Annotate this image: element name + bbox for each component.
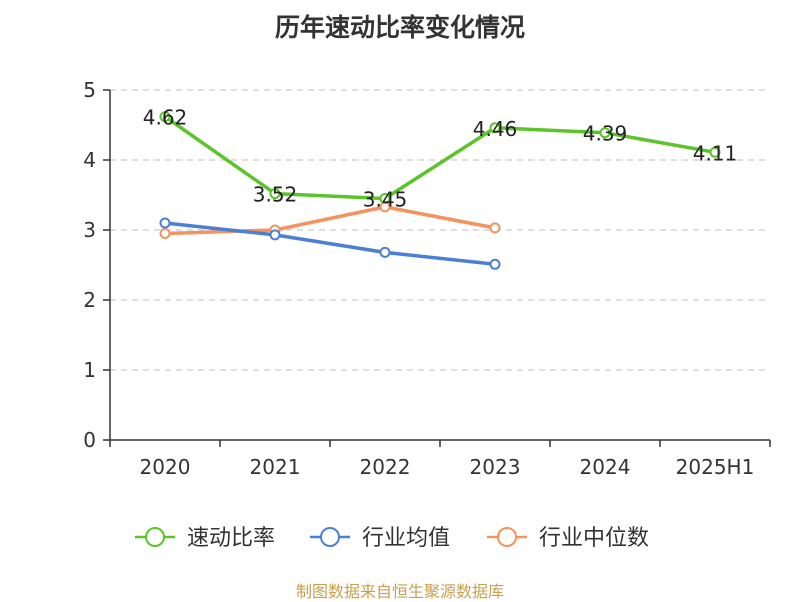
data-label: 4.11 (693, 141, 738, 165)
series-line-0 (163, 115, 716, 201)
x-tick-label: 2022 (360, 455, 411, 479)
legend-marker (497, 527, 517, 547)
data-point (269, 188, 281, 200)
y-tick-label: 3 (83, 218, 96, 242)
data-point (159, 228, 171, 239)
series-line-2 (164, 205, 496, 236)
data-point (599, 127, 611, 139)
source-footer: 制图数据来自恒生聚源数据库 (295, 582, 504, 601)
data-point (379, 246, 391, 258)
data-label: 4.39 (583, 122, 628, 146)
data-label: 4.46 (473, 117, 518, 141)
y-tick-label: 5 (83, 78, 96, 102)
y-tick-label: 2 (83, 288, 96, 312)
data-point (159, 111, 171, 123)
legend-marker (145, 527, 165, 547)
data-point (489, 258, 501, 270)
x-tick-label: 2021 (250, 455, 301, 479)
data-point (489, 122, 501, 134)
data-label: 3.52 (253, 183, 298, 207)
data-point (159, 217, 171, 229)
x-tick-label: 2024 (580, 455, 631, 479)
y-tick-label: 4 (83, 148, 96, 172)
legend-label: 速动比率 (187, 526, 275, 551)
data-point (709, 146, 721, 158)
x-tick-label: 2025H1 (676, 455, 755, 479)
chart-title: 历年速动比率变化情况 (274, 13, 525, 42)
y-tick-label: 0 (83, 428, 96, 452)
data-label: 3.45 (363, 188, 408, 212)
legend-label: 行业均值 (362, 526, 450, 551)
data-point (269, 229, 281, 241)
data-label: 4.62 (143, 106, 188, 130)
data-point (379, 193, 391, 204)
y-tick-label: 1 (83, 358, 96, 382)
series-line-1 (164, 221, 496, 267)
data-point (489, 222, 501, 234)
legend-label: 行业中位数 (539, 526, 649, 551)
x-tick-label: 2023 (470, 455, 521, 479)
x-tick-label: 2020 (140, 455, 191, 479)
legend-marker (320, 527, 340, 547)
